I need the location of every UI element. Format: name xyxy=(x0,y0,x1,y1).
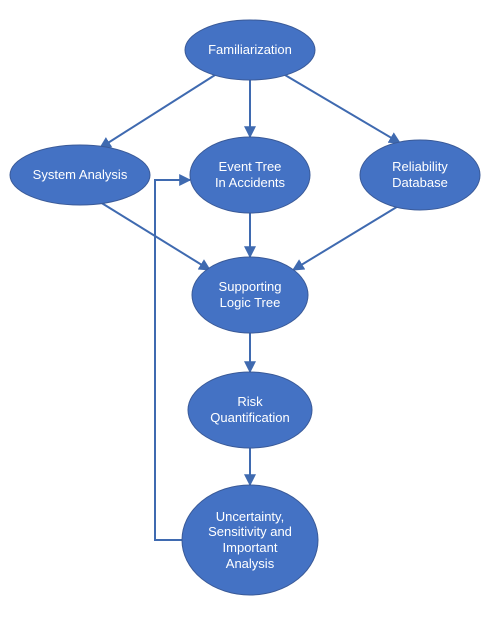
node-label-event_tree: Event TreeIn Accidents xyxy=(190,137,310,213)
node-label-reliability_db: ReliabilityDatabase xyxy=(360,140,480,210)
flowchart-canvas: Familiarization System Analysis Event Tree… xyxy=(0,0,500,625)
node-label-familiarization: Familiarization xyxy=(185,20,315,80)
edge-familiarization-reliability_db xyxy=(285,75,400,143)
edge-reliability_db-supporting_logic xyxy=(293,205,400,270)
node-label-system_analysis: System Analysis xyxy=(10,145,150,205)
node-label-uncertainty: Uncertainty,Sensitivity andImportantAnal… xyxy=(182,485,318,595)
node-label-supporting_logic: SupportingLogic Tree xyxy=(192,257,308,333)
node-label-risk_quant: RiskQuantification xyxy=(188,372,312,448)
